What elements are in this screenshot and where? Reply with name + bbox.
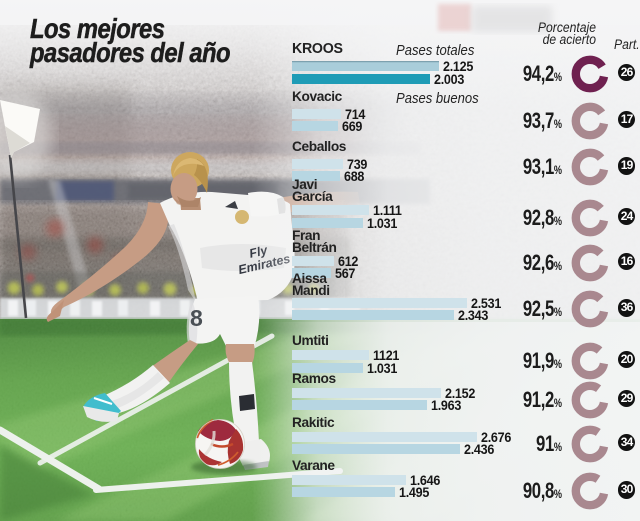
- svg-text:8: 8: [190, 305, 203, 331]
